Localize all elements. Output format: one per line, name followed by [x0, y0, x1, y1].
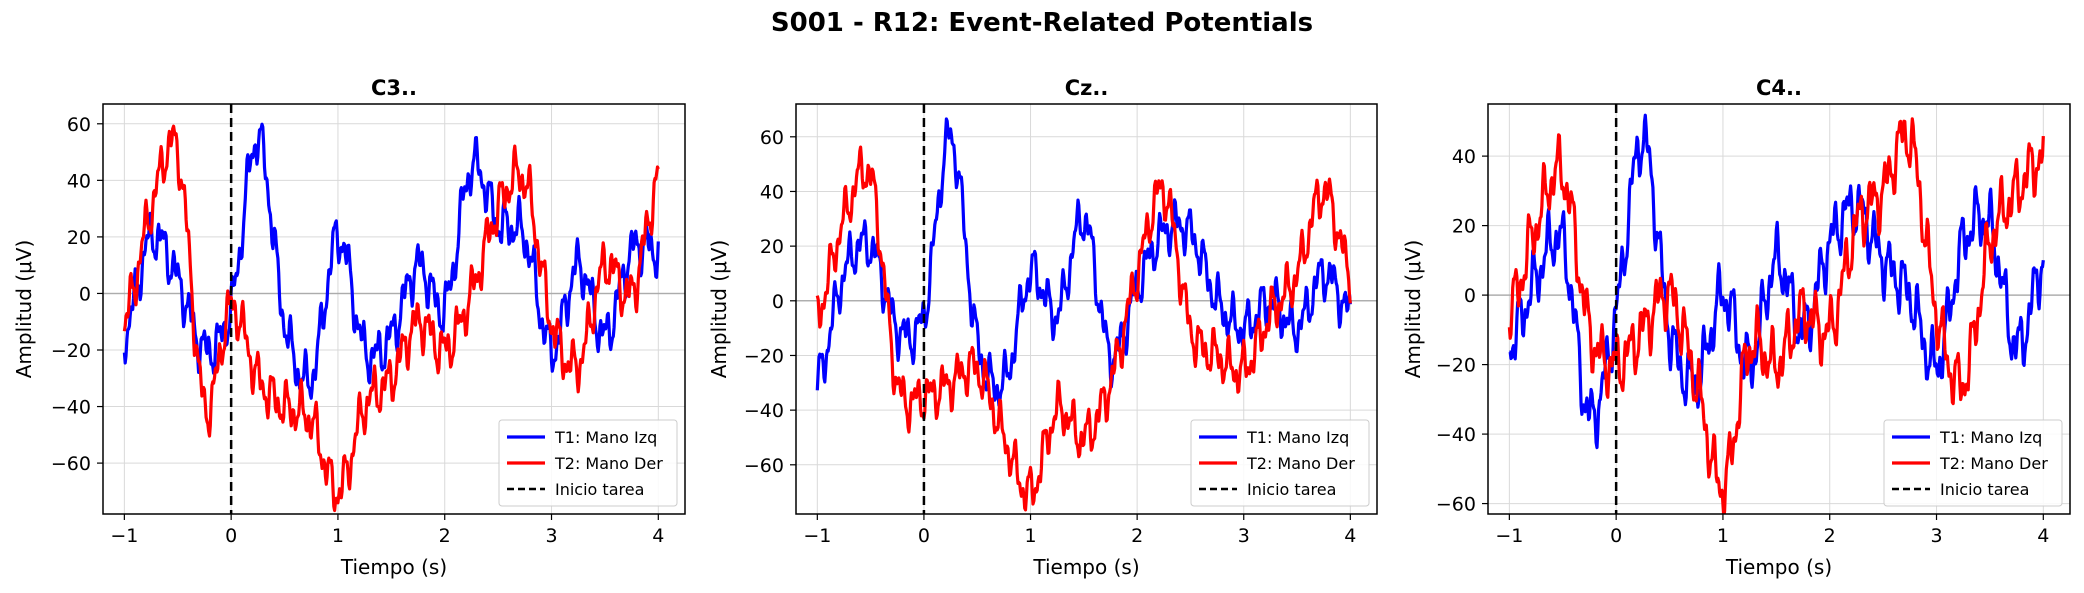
legend-label: T1: Mano Izq: [554, 428, 657, 447]
series-line-t2: [122, 124, 660, 513]
legend-label: Inicio tarea: [1247, 480, 1336, 499]
y-tick-label: 40: [67, 170, 91, 192]
y-tick-label: −40: [1436, 424, 1476, 446]
legend-label: Inicio tarea: [1940, 480, 2029, 499]
series-line-t1: [815, 117, 1352, 407]
x-tick-label: −1: [1495, 525, 1523, 547]
legend-label: T1: Mano Izq: [1939, 428, 2042, 447]
y-tick-label: 20: [760, 236, 784, 258]
panel-title: C3..: [371, 76, 417, 100]
y-tick-label: −20: [744, 345, 784, 367]
series-line-t1: [1508, 113, 2045, 450]
y-axis-label: Amplitud (μV): [1401, 240, 1425, 379]
legend-label: T2: Mano Der: [554, 454, 663, 473]
y-tick-label: 20: [67, 227, 91, 249]
y-axis-label: Amplitud (μV): [12, 240, 36, 379]
y-tick-label: −20: [51, 340, 91, 362]
x-tick-label: 1: [1717, 525, 1729, 547]
plot-frame: [1487, 103, 2071, 515]
legend: T1: Mano Izq T2: Mano Der Inicio tarea: [1190, 419, 1370, 507]
panel-title: Cz..: [1065, 76, 1109, 100]
x-tick-label: −1: [110, 525, 138, 547]
x-tick-label: 1: [1024, 525, 1036, 547]
x-tick-label: 2: [439, 525, 451, 547]
series-line-t2: [815, 145, 1352, 512]
x-tick-label: 0: [1610, 525, 1622, 547]
x-tick-label: 3: [1238, 525, 1250, 547]
legend-label: Inicio tarea: [555, 480, 644, 499]
legend-box: [498, 419, 678, 507]
y-tick-label: 0: [79, 283, 91, 305]
y-tick-label: −60: [744, 455, 784, 477]
panel-title: C4..: [1756, 76, 1802, 100]
x-tick-label: 4: [2037, 525, 2049, 547]
y-tick-label: 60: [760, 127, 784, 149]
x-tick-label: 2: [1824, 525, 1836, 547]
y-tick-label: −40: [744, 400, 784, 422]
x-tick-label: −1: [803, 525, 831, 547]
y-tick-label: 0: [772, 291, 784, 313]
y-tick-label: −40: [51, 397, 91, 419]
y-tick-label: 0: [1464, 285, 1476, 307]
x-tick-label: 0: [918, 525, 930, 547]
legend-box: [1190, 419, 1370, 507]
y-tick-label: −20: [1436, 355, 1476, 377]
erp-panel-c4: −1 0 1 2 3 4 −60 −40 −20 0 20 40 C4.. Tiempo (s) Ampli…: [1401, 76, 2071, 579]
x-tick-label: 0: [225, 525, 237, 547]
x-tick-label: 3: [545, 525, 557, 547]
x-axis-label: Tiempo (s): [1032, 555, 1139, 579]
figure-title: S001 - R12: Event-Related Potentials: [770, 8, 1314, 38]
x-tick-label: 2: [1131, 525, 1143, 547]
y-tick-label: 40: [760, 181, 784, 203]
series-line-t2: [1507, 117, 2045, 514]
x-axis-label: Tiempo (s): [1725, 555, 1832, 579]
plot-frame: [795, 103, 1378, 515]
erp-panel-cz: −1 0 1 2 3 4 −60 −40 −20 0 20 40 60 Cz.. Tiempo (s) Amp…: [707, 76, 1378, 579]
plot-frame: [102, 103, 686, 515]
y-tick-label: 20: [1452, 216, 1476, 238]
y-tick-label: −60: [1436, 494, 1476, 516]
legend-label: T1: Mano Izq: [1246, 428, 1349, 447]
series-line-t1: [122, 122, 660, 400]
x-axis-label: Tiempo (s): [340, 555, 447, 579]
legend: T1: Mano Izq T2: Mano Der Inicio tarea: [498, 419, 678, 507]
erp-panel-c3: −1 0 1 2 3 4 −60 −40 −20 0 20 40 60 C3.. Tiempo (s) Amp…: [12, 76, 686, 579]
y-tick-label: 40: [1452, 146, 1476, 168]
x-tick-label: 4: [652, 525, 664, 547]
y-axis-label: Amplitud (μV): [707, 240, 731, 379]
y-tick-label: −60: [51, 453, 91, 475]
x-tick-label: 4: [1344, 525, 1356, 547]
legend-label: T2: Mano Der: [1246, 454, 1355, 473]
x-tick-label: 1: [332, 525, 344, 547]
y-tick-label: 60: [67, 114, 91, 136]
legend-box: [1883, 419, 2063, 507]
legend-label: T2: Mano Der: [1939, 454, 2048, 473]
legend: T1: Mano Izq T2: Mano Der Inicio tarea: [1883, 419, 2063, 507]
x-tick-label: 3: [1930, 525, 1942, 547]
